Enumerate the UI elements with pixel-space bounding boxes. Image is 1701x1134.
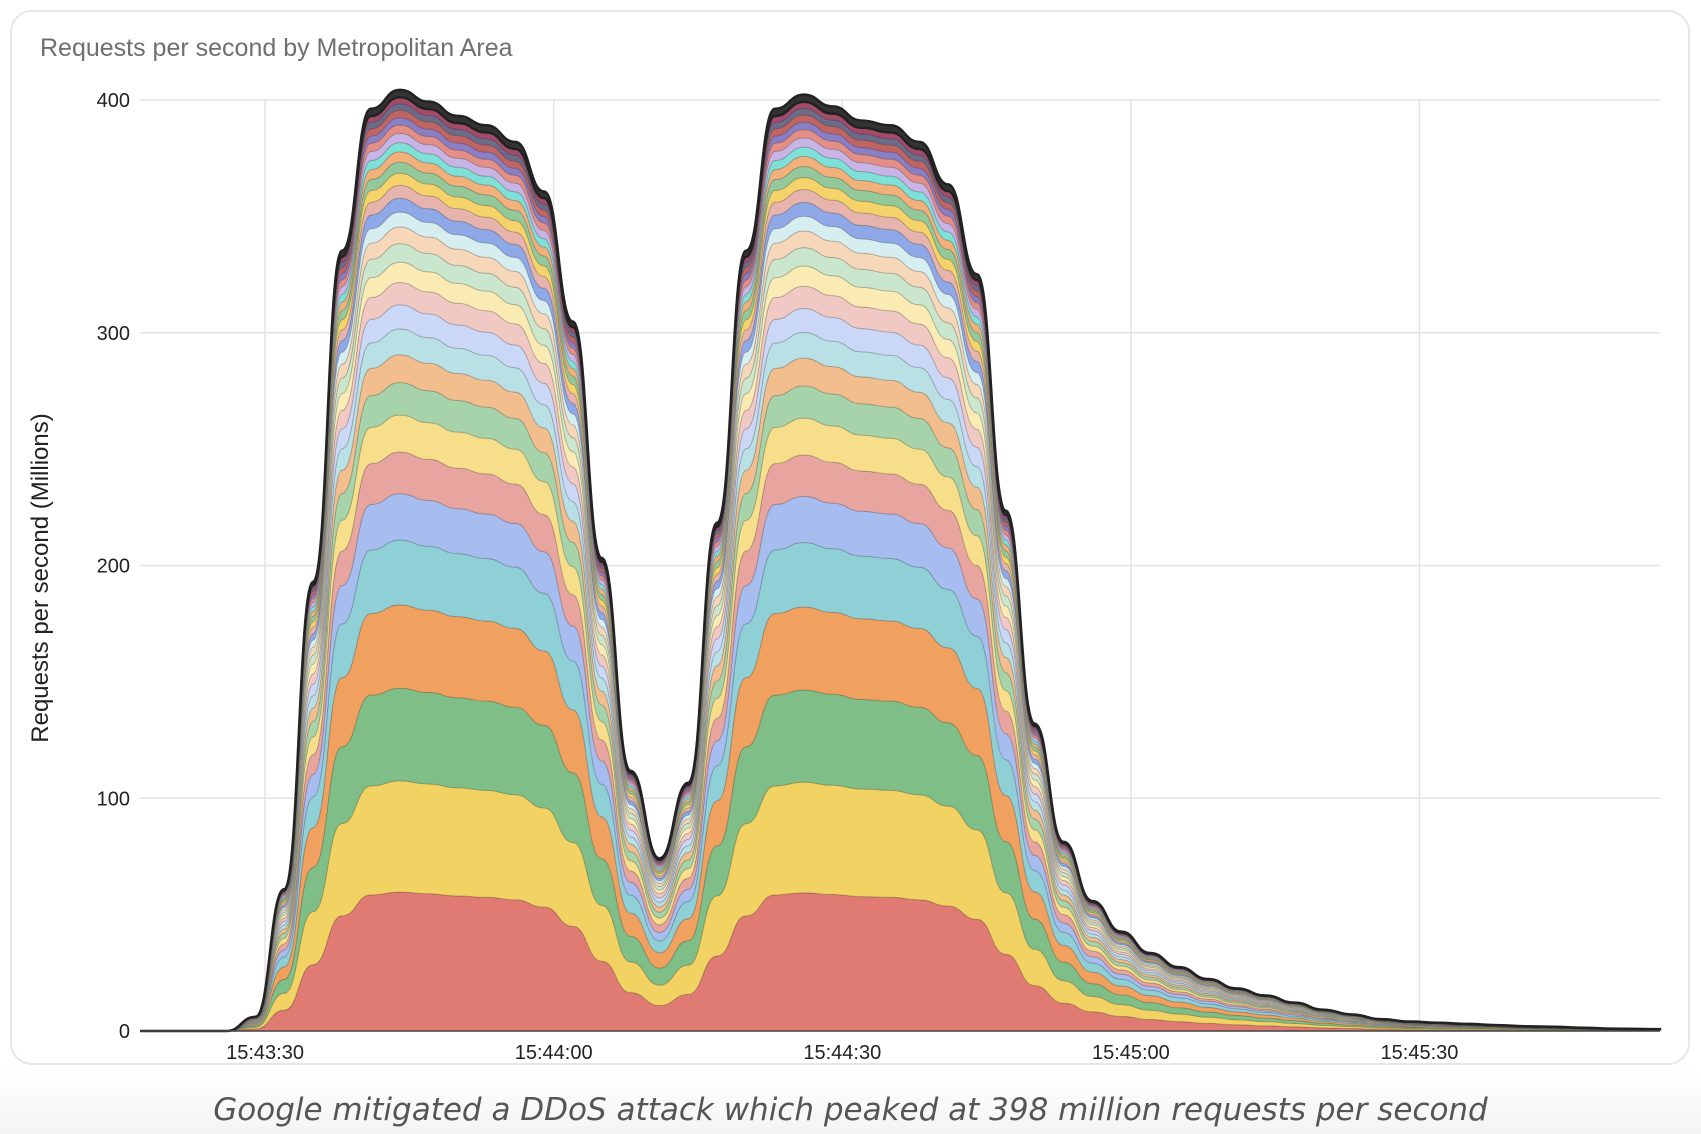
y-axis-title: Requests per second (Millions): [27, 413, 54, 742]
area-series-30: [140, 88, 1662, 1033]
x-tick-label: 15:44:30: [803, 1042, 881, 1064]
chart-title: Requests per second by Metropolitan Area: [40, 34, 513, 62]
y-tick-label: 300: [97, 323, 130, 345]
y-tick-label: 0: [119, 1021, 130, 1043]
y-tick-label: 200: [97, 556, 130, 578]
caption-bar: Google mitigated a DDoS attack which pea…: [0, 1068, 1701, 1134]
x-tick-label: 15:45:30: [1381, 1042, 1459, 1064]
x-tick-label: 15:43:30: [226, 1042, 304, 1064]
caption: Google mitigated a DDoS attack which pea…: [213, 1092, 1488, 1128]
x-tick-label: 15:45:00: [1092, 1042, 1170, 1064]
x-tick-label: 15:44:00: [515, 1042, 593, 1064]
y-tick-label: 100: [97, 788, 130, 810]
y-tick-label: 400: [97, 90, 130, 112]
stacked-area-chart: 15:43:30 15:44:00 15:44:30 15:45:00 15:45:30…: [27, 88, 1662, 1064]
area-series: [140, 88, 1662, 1033]
x-axis-ticks: 15:43:30 15:44:00 15:44:30 15:45:00 15:45:30: [226, 1042, 1458, 1064]
y-axis-ticks: 0 100 200 300 400: [97, 90, 130, 1043]
area-series-1: [140, 891, 1661, 1032]
